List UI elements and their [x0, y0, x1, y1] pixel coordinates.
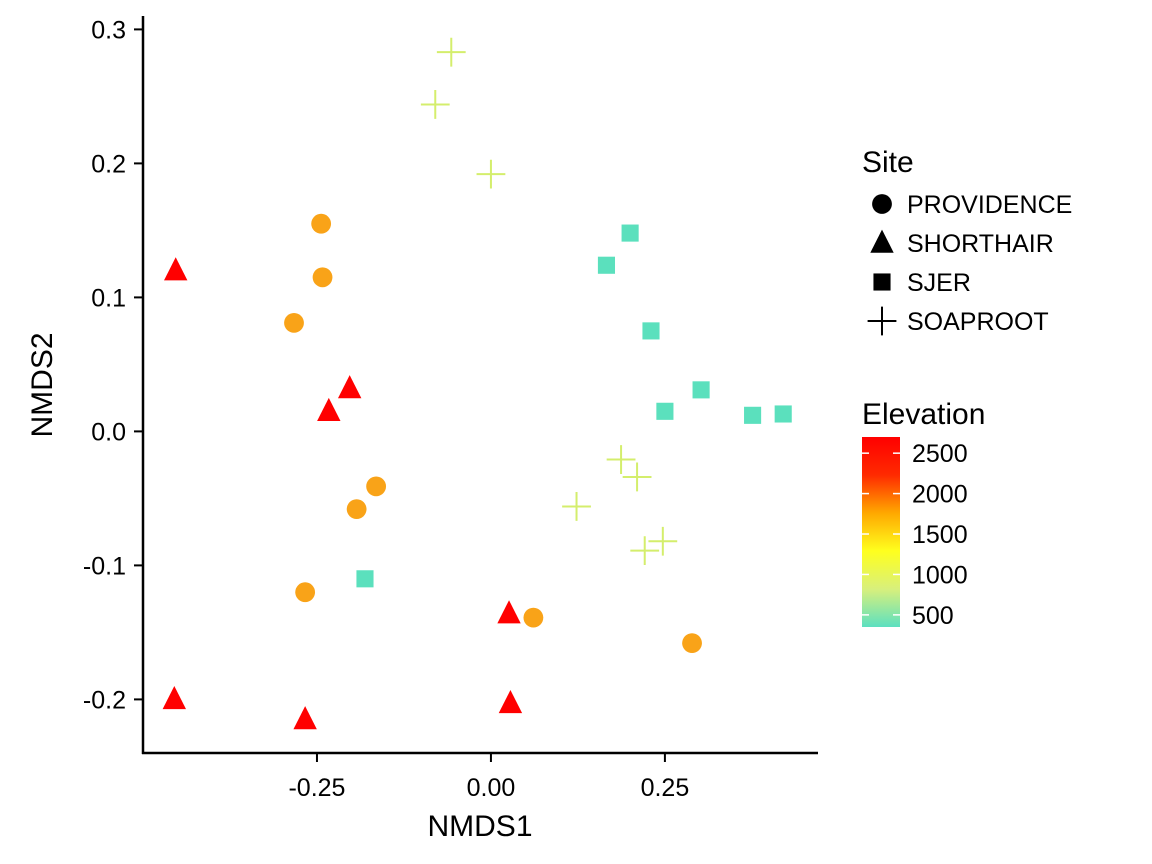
y-tick-label: -0.1 — [83, 552, 126, 580]
data-point-providence — [295, 582, 316, 603]
colorbar-tick-label: 500 — [912, 602, 954, 630]
colorbar-tick-label: 2000 — [912, 481, 968, 509]
data-point-providence — [312, 267, 333, 288]
x-axis-title: NMDS1 — [427, 810, 532, 843]
legend-label-shorthair: SHORTHAIR — [907, 230, 1054, 258]
elevation-legend: Elevation 2500 2000 1500 1000 500 — [862, 398, 985, 630]
colorbar-tick-label: 1000 — [912, 561, 968, 589]
legend-key-providence — [872, 194, 892, 214]
data-point-soaproot — [562, 492, 591, 521]
data-point-sjer — [597, 256, 616, 274]
plot-area — [162, 37, 792, 730]
y-axis-title: NMDS2 — [26, 332, 59, 437]
data-point-sjer — [356, 570, 374, 588]
data-point-shorthair — [337, 375, 362, 399]
data-point-shorthair — [162, 686, 187, 710]
colorbar-tick-label: 2500 — [912, 440, 968, 468]
data-point-providence — [284, 312, 304, 333]
site-legend: Site PROVIDENCE SHORTHAIR SJER SOAPROOT — [862, 146, 1072, 336]
legend-label-providence: PROVIDENCE — [907, 191, 1072, 219]
data-point-soaproot — [648, 526, 678, 556]
data-point-soaproot — [622, 462, 652, 492]
data-point-providence — [311, 213, 332, 234]
x-tick-label: -0.25 — [288, 774, 345, 802]
site-legend-title: Site — [862, 146, 914, 179]
y-tick-label: 0.2 — [91, 150, 126, 178]
x-tick-label: 0.25 — [641, 774, 690, 802]
data-point-shorthair — [317, 397, 341, 422]
data-point-providence — [346, 499, 367, 520]
data-point-shorthair — [164, 257, 188, 281]
y-tick-label: 0.3 — [91, 16, 126, 44]
data-point-shorthair — [293, 706, 317, 730]
data-point-soaproot — [630, 536, 660, 566]
data-point-providence — [366, 476, 387, 497]
data-point-sjer — [656, 402, 674, 420]
data-point-soaproot — [436, 37, 466, 67]
data-point-soaproot — [420, 90, 450, 119]
legend-key-soaproot — [867, 306, 897, 336]
colorbar-tick-label: 1500 — [912, 521, 968, 549]
data-point-sjer — [621, 224, 639, 242]
data-point-shorthair — [498, 690, 523, 714]
y-tick-label: 0.1 — [91, 284, 126, 312]
legend-label-soaproot: SOAPROOT — [907, 308, 1049, 336]
data-point-sjer — [692, 381, 710, 399]
data-point-sjer — [744, 406, 762, 424]
elevation-colorbar — [862, 437, 900, 627]
y-axis-ticks: -0.2 -0.1 0.0 0.1 0.2 0.3 — [83, 16, 143, 714]
data-point-sjer — [774, 405, 792, 423]
data-point-providence — [523, 607, 544, 628]
data-point-soaproot — [606, 445, 636, 474]
x-tick-label: 0.00 — [467, 774, 516, 802]
y-tick-label: 0.0 — [91, 418, 126, 446]
y-tick-label: -0.2 — [83, 686, 126, 714]
legend-key-sjer — [873, 273, 891, 291]
elevation-legend-title: Elevation — [862, 398, 985, 431]
data-point-shorthair — [497, 600, 521, 624]
data-point-soaproot — [476, 159, 506, 189]
legend-key-shorthair — [870, 229, 894, 253]
legend-label-sjer: SJER — [907, 269, 971, 297]
data-point-sjer — [642, 322, 660, 340]
data-point-providence — [682, 633, 702, 654]
x-axis-ticks: -0.25 0.00 0.25 — [288, 753, 689, 802]
